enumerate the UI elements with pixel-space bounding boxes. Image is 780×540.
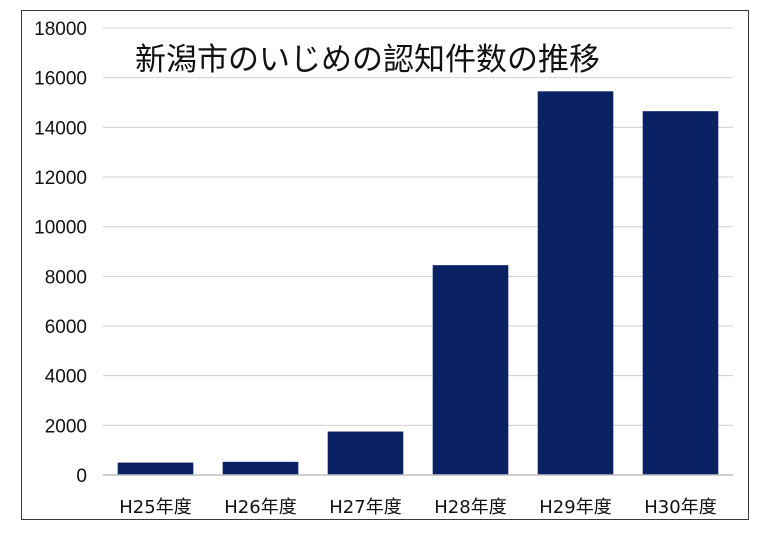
y-tick-label: 12000 xyxy=(34,168,87,189)
y-tick-label: 2000 xyxy=(45,416,87,437)
bar xyxy=(432,265,509,475)
bar xyxy=(537,91,614,475)
x-tick-label: H29年度 xyxy=(539,497,611,518)
bar xyxy=(642,111,719,476)
bar xyxy=(327,431,404,475)
y-axis-tick-labels: 0 2000 4000 6000 8000 10000 12000 14000 16000 180… xyxy=(34,19,87,487)
x-tick-label: H30年度 xyxy=(644,497,716,518)
bar xyxy=(222,461,299,475)
y-tick-label: 8000 xyxy=(45,267,87,288)
y-tick-label: 4000 xyxy=(45,367,87,388)
y-tick-label: 0 xyxy=(76,466,87,487)
gridlines xyxy=(103,27,733,426)
x-tick-label: H27年度 xyxy=(329,497,401,518)
bar xyxy=(117,462,194,475)
bars xyxy=(117,91,719,476)
x-tick-label: H28年度 xyxy=(434,497,506,518)
y-tick-label: 14000 xyxy=(34,118,87,139)
x-tick-label: H25年度 xyxy=(119,497,191,518)
x-axis-tick-labels: H25年度 H26年度 H27年度 H28年度 H29年度 H30年度 xyxy=(119,497,716,518)
x-tick-label: H26年度 xyxy=(224,497,296,518)
y-tick-label: 16000 xyxy=(34,69,87,90)
y-tick-label: 10000 xyxy=(34,218,87,239)
y-tick-label: 6000 xyxy=(45,317,87,338)
chart-title: 新潟市のいじめの認知件数の推移 xyxy=(135,42,600,78)
y-tick-label: 18000 xyxy=(34,19,87,40)
